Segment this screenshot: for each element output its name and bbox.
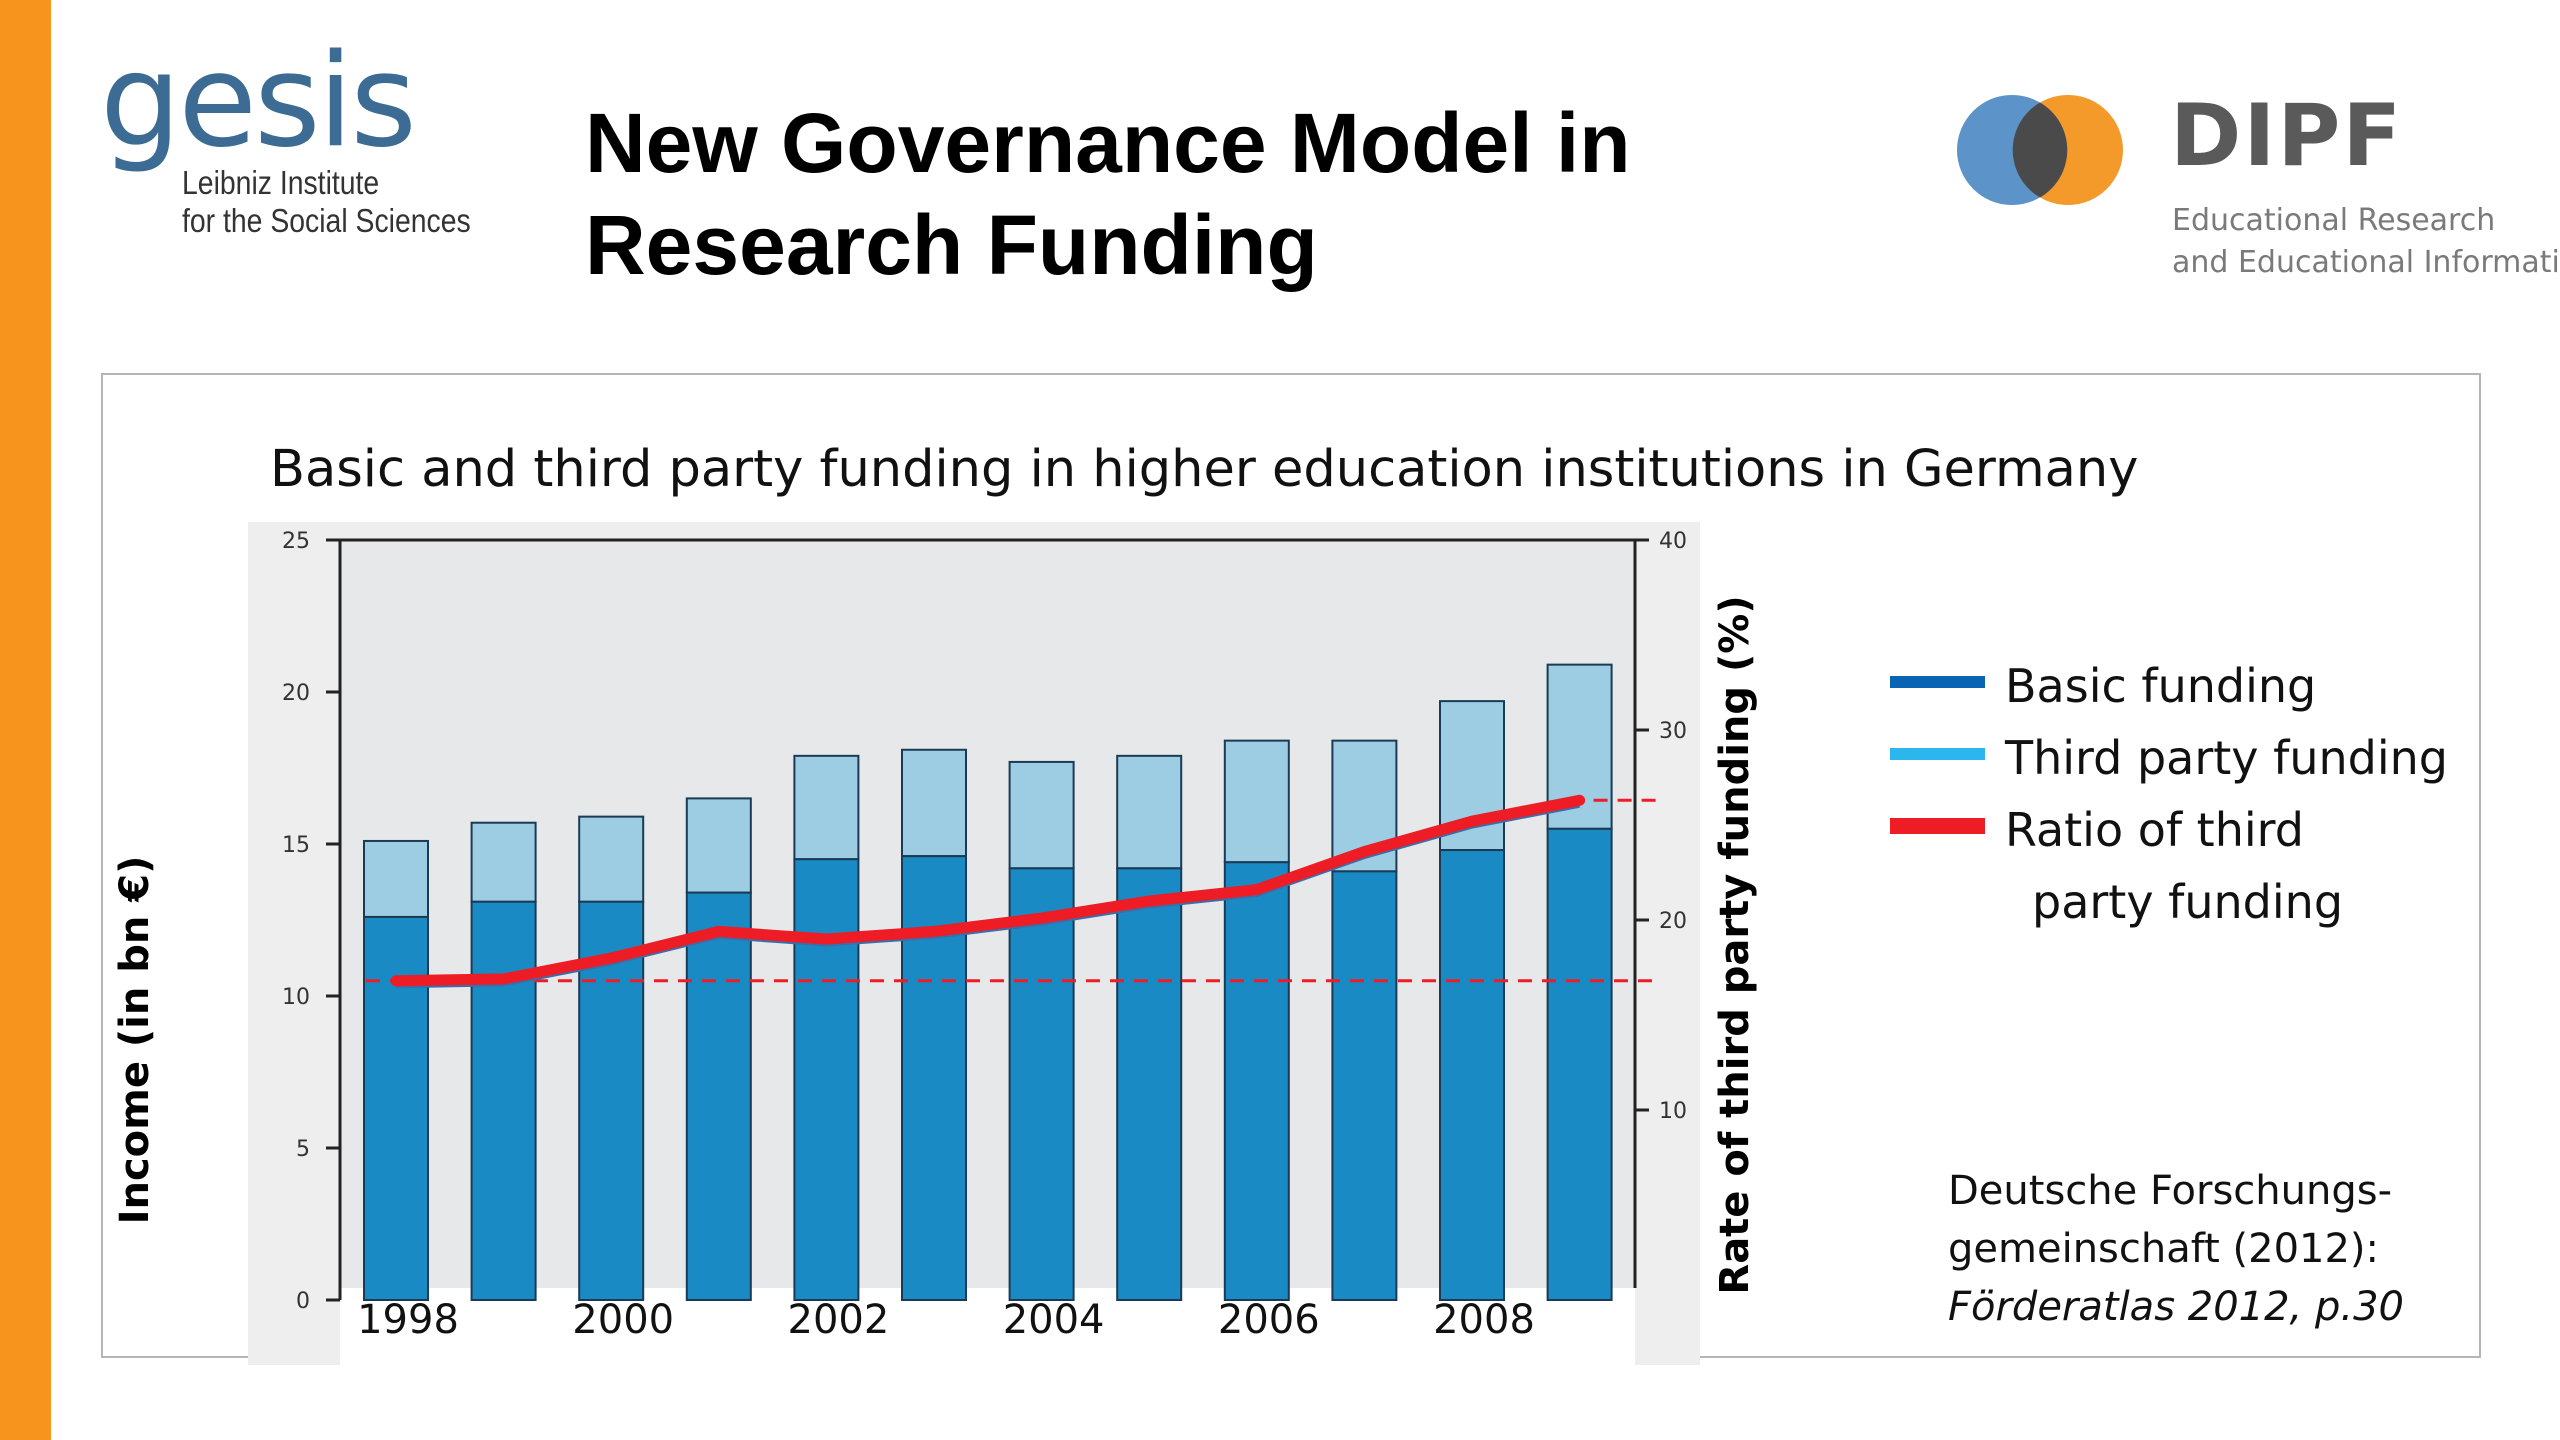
x-tick-label-2002: 2002 bbox=[788, 1297, 890, 1343]
legend-label-ratio: Ratio of third bbox=[2005, 803, 2304, 857]
bar-basic-1998 bbox=[363, 915, 429, 1302]
bar-basic-2009 bbox=[1546, 827, 1613, 1301]
bar-basic-2004 bbox=[1008, 867, 1075, 1301]
bar-third-party-1998 bbox=[363, 839, 429, 918]
bar-third-party-2002 bbox=[793, 754, 860, 861]
source-line1: Deutsche Forschungs- bbox=[1948, 1168, 2393, 1214]
bar-third-party-2001 bbox=[685, 797, 752, 894]
legend-swatch-third bbox=[1890, 748, 1985, 760]
y-axis-title-left: Income (in bn €) bbox=[112, 855, 158, 1225]
ratio-line bbox=[390, 794, 1586, 987]
y-tick-label-left-5: 5 bbox=[296, 1137, 310, 1162]
x-tick-label-2006: 2006 bbox=[1218, 1297, 1320, 1343]
ratio-line-shadow bbox=[395, 804, 1580, 989]
legend-label-third: Third party funding bbox=[2005, 731, 2448, 785]
gesis-subtitle-line2: for the Social Sciences bbox=[182, 202, 471, 239]
y-tick-label-left-25: 25 bbox=[282, 529, 310, 554]
dipf-subtitle-line1: Educational Research bbox=[2172, 203, 2496, 238]
y-tick-label-left-10: 10 bbox=[282, 985, 310, 1010]
source-citation: Deutsche Forschungs- gemeinschaft (2012)… bbox=[1948, 1162, 2404, 1336]
y-tick-label-left-15: 15 bbox=[282, 833, 310, 858]
orange-accent-bar bbox=[0, 0, 51, 1440]
slide-title: New Governance Model in Research Funding bbox=[585, 92, 1631, 296]
y-tick-label-right-10: 10 bbox=[1659, 1099, 1687, 1124]
x-tick-label-2000: 2000 bbox=[572, 1297, 674, 1343]
y-tick-label-right-40: 40 bbox=[1659, 529, 1687, 554]
bar-basic-2006 bbox=[1223, 861, 1290, 1301]
legend-label-ratio-cont: party funding bbox=[2032, 875, 2344, 929]
plot-corner-fill bbox=[248, 1300, 340, 1365]
chart-title: Basic and third party funding in higher … bbox=[270, 440, 2139, 499]
bar-basic-2005 bbox=[1116, 867, 1183, 1301]
y-tick-label-right-30: 30 bbox=[1659, 719, 1687, 744]
bar-third-party-2005 bbox=[1116, 754, 1183, 870]
x-label-band bbox=[340, 1288, 1635, 1365]
dipf-logo-subtitle: Educational Research and Educational Inf… bbox=[2172, 200, 2560, 284]
y-axis-title-right: Rate of third party funding (%) bbox=[1712, 595, 1758, 1295]
bar-basic-2007 bbox=[1331, 870, 1398, 1301]
dipf-subtitle-line2: and Educational Information bbox=[2172, 245, 2560, 280]
gesis-logo-wordmark: gesis bbox=[100, 27, 417, 176]
gesis-logo-subtitle: Leibniz Institute for the Social Science… bbox=[182, 164, 471, 240]
legend-swatch-basic bbox=[1890, 676, 1985, 688]
gesis-logo: gesis Leibniz Institute for the Social S… bbox=[100, 32, 500, 248]
bar-basic-2008 bbox=[1439, 849, 1505, 1302]
bar-basic-1999 bbox=[470, 900, 537, 1301]
bar-third-party-2000 bbox=[578, 815, 645, 903]
source-line2: gemeinschaft (2012): bbox=[1948, 1226, 2379, 1272]
bar-third-party-2003 bbox=[901, 748, 967, 858]
x-tick-label-2004: 2004 bbox=[1003, 1297, 1105, 1343]
bar-third-party-1999 bbox=[470, 821, 537, 903]
gesis-subtitle-line1: Leibniz Institute bbox=[182, 164, 380, 201]
x-tick-label-2008: 2008 bbox=[1433, 1297, 1535, 1343]
bar-third-party-2006 bbox=[1223, 739, 1290, 864]
y-tick-label-left-0: 0 bbox=[296, 1289, 310, 1314]
bar-basic-2002 bbox=[793, 858, 860, 1301]
legend-swatch-ratio bbox=[1890, 818, 1985, 834]
y-tick-label-left-20: 20 bbox=[282, 681, 310, 706]
dipf-logo-name: DIPF bbox=[2170, 86, 2404, 186]
bar-third-party-2004 bbox=[1008, 760, 1075, 870]
slide-title-line1: New Governance Model in bbox=[585, 96, 1631, 190]
bar-basic-2001 bbox=[685, 891, 752, 1301]
x-tick-label-1998: 1998 bbox=[357, 1297, 459, 1343]
y-tick-label-right-20: 20 bbox=[1659, 909, 1687, 934]
legend-label-basic: Basic funding bbox=[2005, 659, 2317, 713]
source-line3: Förderatlas 2012, p.30 bbox=[1948, 1284, 2404, 1330]
slide-title-line2: Research Funding bbox=[585, 198, 1318, 292]
dipf-logo-circles bbox=[1957, 95, 2123, 205]
bar-basic-2003 bbox=[901, 855, 967, 1301]
